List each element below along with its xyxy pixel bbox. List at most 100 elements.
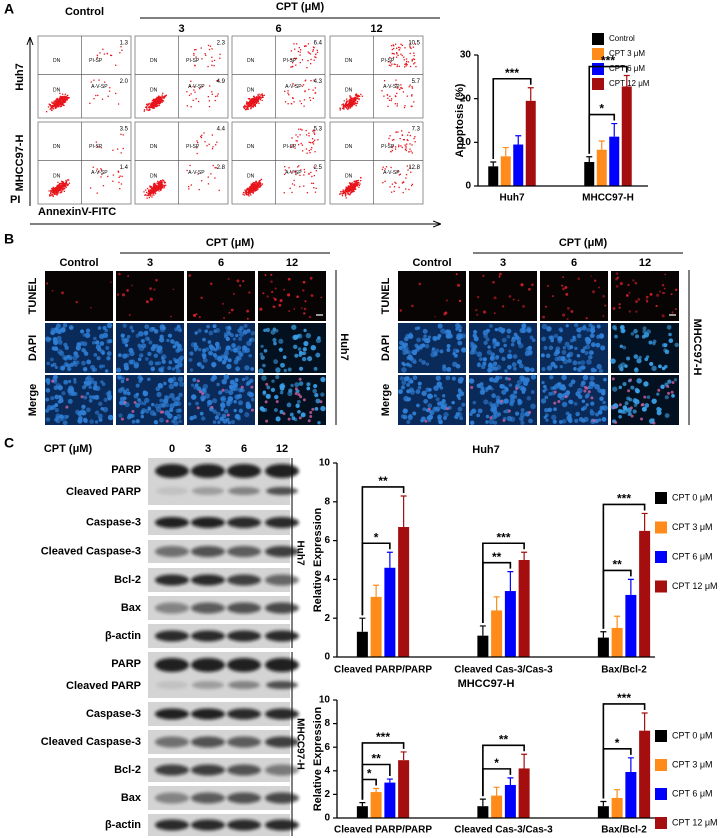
event-dot <box>404 105 406 107</box>
nucleus <box>261 375 267 381</box>
nucleus <box>407 396 412 401</box>
nucleus <box>455 327 459 331</box>
nucleus <box>227 421 231 425</box>
event-dot <box>189 85 191 87</box>
nucleus <box>590 401 595 406</box>
tunel-dot <box>566 317 569 320</box>
event-dot <box>254 101 256 103</box>
event-dot <box>243 194 245 196</box>
tunel-dot <box>300 307 303 309</box>
nucleus <box>485 420 489 424</box>
event-dot <box>346 104 348 106</box>
event-dot <box>149 104 152 107</box>
nucleus <box>302 351 307 356</box>
nucleus <box>649 361 654 367</box>
nucleus <box>414 343 419 348</box>
tunel-dot <box>522 304 526 308</box>
nucleus <box>250 397 255 402</box>
micrograph <box>116 271 184 321</box>
legend-swatch <box>655 521 667 534</box>
event-dot <box>391 63 393 65</box>
tunel-dot <box>531 283 534 287</box>
nucleus <box>273 359 279 365</box>
event-dot <box>250 187 252 190</box>
event-dot <box>219 53 221 55</box>
event-dot <box>54 105 56 107</box>
event-dot <box>52 108 55 110</box>
nucleus <box>302 347 307 352</box>
error-bar <box>400 751 407 761</box>
event-dot <box>406 143 408 145</box>
legend-label: CPT 3 μM <box>609 49 645 58</box>
nucleus <box>457 389 463 394</box>
merge-dot <box>583 389 587 393</box>
nucleus <box>599 335 604 339</box>
event-dot <box>258 93 260 95</box>
nucleus <box>543 384 547 389</box>
tunel-dot <box>594 279 597 282</box>
bar <box>609 136 620 186</box>
tunel-dot <box>118 272 121 276</box>
quadrant-label: DN <box>247 144 255 150</box>
quadrant-label: DN <box>247 87 255 93</box>
tunel-dot <box>619 282 623 286</box>
event-dot <box>292 97 294 100</box>
tunel-dot <box>310 294 314 297</box>
merge-dot <box>652 421 656 425</box>
nucleus <box>452 361 458 367</box>
significance-bracket <box>482 542 525 623</box>
nucleus <box>97 413 103 419</box>
band <box>265 736 299 748</box>
event-dot <box>152 102 155 105</box>
event-dot <box>50 189 52 192</box>
event-dot <box>154 183 156 186</box>
event-dot <box>409 143 411 145</box>
event-dot <box>353 99 356 101</box>
merge-dot <box>640 417 644 421</box>
merge-dot <box>221 388 225 392</box>
nucleus <box>229 333 234 338</box>
event-dot <box>257 98 259 100</box>
event-dot <box>392 145 394 147</box>
event-dot <box>353 180 355 182</box>
nucleus <box>175 368 181 374</box>
event-dot <box>355 93 358 95</box>
nucleus <box>138 345 145 352</box>
nucleus <box>660 384 665 389</box>
event-dot <box>308 88 310 91</box>
tunel-dot <box>172 288 175 291</box>
event-dot <box>247 194 249 196</box>
nucleus <box>470 344 474 349</box>
event-dot <box>57 189 59 192</box>
event-dot <box>354 98 356 100</box>
tunel-dot <box>445 299 448 302</box>
band <box>155 708 189 720</box>
event-dot <box>356 97 359 100</box>
event-dot <box>161 182 163 185</box>
event-dot <box>415 65 417 68</box>
tunel-dot <box>259 307 263 311</box>
event-dot <box>65 95 67 97</box>
nucleus <box>436 335 441 340</box>
event-dot <box>253 95 255 98</box>
nucleus <box>575 411 580 417</box>
event-dot <box>193 89 195 91</box>
event-dot <box>63 186 65 188</box>
error-bar <box>627 757 634 772</box>
quadrant-label: DN <box>247 58 255 64</box>
legend-swatch <box>655 492 667 504</box>
error-bar <box>386 778 393 783</box>
event-dot <box>61 180 63 182</box>
event-dot <box>390 191 393 193</box>
event-dot <box>259 182 261 185</box>
nucleus <box>72 355 78 361</box>
event-dot <box>159 186 162 188</box>
nucleus <box>260 344 264 349</box>
nucleus <box>215 411 221 417</box>
event-dot <box>122 147 124 150</box>
merge-dot <box>264 400 268 404</box>
quadrant-label: PI-SP <box>89 58 103 64</box>
event-dot <box>64 182 66 185</box>
significance-label: *** <box>601 54 615 68</box>
nucleus <box>51 346 56 351</box>
